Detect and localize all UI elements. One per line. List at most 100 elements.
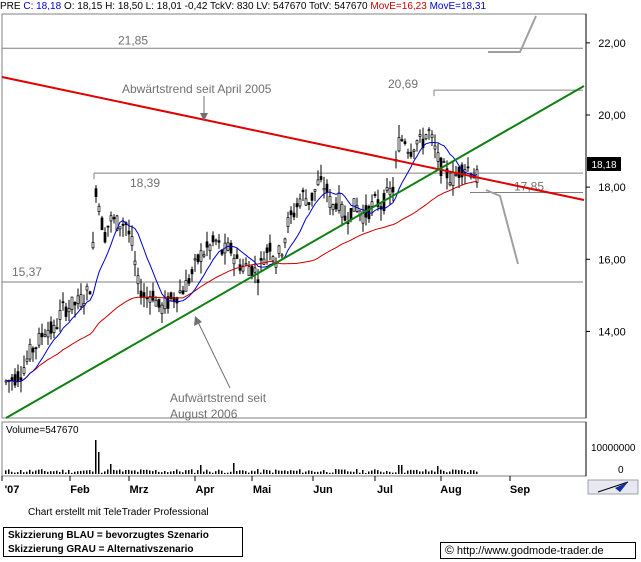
volume-panel [1, 421, 587, 477]
candle-body [397, 137, 401, 152]
volume-bar [332, 472, 334, 474]
candle-body [145, 297, 149, 300]
candle-body [262, 258, 266, 265]
source-url[interactable]: http://www.godmode-trader.de [456, 545, 604, 557]
volume-bar [146, 469, 148, 474]
candle-body [163, 297, 167, 310]
candle-body [67, 308, 71, 313]
candle-body [295, 203, 299, 208]
volume-bar [203, 471, 205, 474]
candle-body [313, 189, 317, 192]
volume-bar [26, 471, 28, 474]
candle-body [46, 329, 50, 338]
volume-bar [239, 470, 241, 474]
candle-body [322, 187, 326, 191]
candle-body [112, 217, 116, 220]
volume-bar [155, 470, 157, 474]
candle-body [94, 188, 98, 198]
volume-bar [287, 471, 289, 474]
volume-bar [8, 469, 10, 474]
candle-body [181, 290, 185, 295]
volume-bar [416, 469, 418, 474]
volume-bar [11, 471, 13, 474]
candle-body [73, 302, 77, 306]
volume-bar [170, 471, 172, 474]
volume-bar [356, 469, 358, 474]
volume-bar [461, 469, 463, 474]
y-tick-label: 14,00 [598, 326, 626, 338]
volume-bar [176, 469, 178, 474]
volume-bar [428, 471, 430, 474]
volume-bar [221, 470, 223, 474]
volume-bar [368, 471, 370, 474]
volume-bar [140, 469, 142, 474]
candle-body [25, 358, 29, 362]
candle-body [373, 193, 377, 197]
candle-body [241, 265, 245, 272]
volume-bar [134, 470, 136, 474]
candle-body [403, 141, 407, 144]
volume-bar [329, 472, 331, 474]
volume-bar [215, 471, 217, 474]
candle-body [64, 306, 68, 317]
candle-body [37, 333, 41, 346]
volume-bar [68, 469, 70, 474]
volume-bar [149, 470, 151, 474]
source-url-box[interactable]: © http://www.godmode-trader.de [440, 542, 636, 559]
candle-body [370, 201, 374, 207]
volume-bar [347, 471, 349, 474]
volume-bar [230, 471, 232, 474]
volume-bar [278, 470, 280, 474]
volume-bar [374, 469, 376, 474]
volume-bar [254, 471, 256, 474]
legend-blue-scenario: Skizzierung BLAU = bevorzugtes Szenario [8, 530, 209, 541]
candle-body [433, 145, 437, 150]
candle-body [199, 250, 203, 262]
volume-tick-zero: 0 [618, 465, 624, 476]
level-label: 21,85 [118, 33, 148, 47]
volume-bar [458, 470, 460, 474]
volume-bar [56, 470, 58, 474]
tick-volume: TckV: 830 [210, 1, 254, 12]
volume-bar [89, 470, 91, 474]
chart-credit: Chart erstellt mit TeleTrader Profession… [28, 507, 209, 518]
volume-bar [377, 470, 379, 474]
candle-body [19, 377, 23, 381]
candle-body [139, 290, 143, 298]
candle-body [466, 166, 470, 169]
candle-body [436, 152, 440, 162]
high-value: H: 18,50 [105, 1, 143, 12]
x-tick-label: Jul [377, 484, 393, 496]
candle-body [259, 258, 263, 261]
volume-bar [38, 469, 40, 474]
candle-body [4, 380, 8, 383]
volume-bar [350, 471, 352, 474]
volume-bar [359, 472, 361, 474]
candle-body [160, 304, 164, 315]
ticker-symbol: PRE [0, 1, 21, 12]
x-tick-label: Mai [253, 484, 271, 496]
candle-body [154, 299, 158, 307]
candle-body [118, 226, 122, 230]
candle-body [316, 179, 320, 186]
volume-bar [188, 470, 190, 474]
candle-body [211, 235, 215, 243]
candle-body [31, 347, 35, 353]
volume-bar [245, 471, 247, 474]
candle-body [289, 210, 293, 216]
candle-body [52, 324, 56, 333]
candle-body [196, 254, 200, 263]
candle-body [76, 295, 80, 304]
candle-body [250, 265, 254, 276]
candle-body [88, 291, 92, 295]
ma-short-label: MovE=18,31 [429, 1, 487, 12]
volume-bar [32, 471, 34, 474]
volume-bar [476, 471, 478, 474]
candle-body [22, 367, 26, 374]
volume-label: Volume=547670 [6, 425, 79, 436]
x-tick-label: Feb [70, 484, 90, 496]
volume-bar [74, 471, 76, 474]
volume-bar [35, 470, 37, 474]
uptrend-arrow [197, 321, 231, 389]
downtrend-line [1, 76, 585, 201]
